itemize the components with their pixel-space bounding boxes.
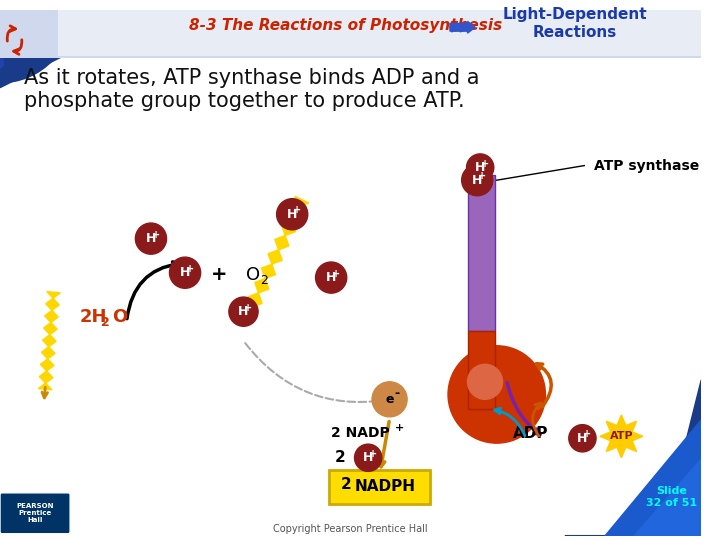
Text: O: O [246,266,261,284]
Text: Light-Dependent
Reactions: Light-Dependent Reactions [503,7,647,39]
Circle shape [354,444,382,471]
Polygon shape [0,10,68,68]
Text: -: - [395,387,400,400]
Text: H: H [180,266,190,279]
Wedge shape [0,0,73,83]
Circle shape [569,424,596,452]
Polygon shape [241,197,309,318]
Text: H: H [577,432,588,445]
Bar [467,331,495,409]
Bar [0,10,701,58]
Text: 2: 2 [101,316,109,329]
Polygon shape [0,10,78,87]
Text: H: H [472,174,482,187]
Text: 2: 2 [260,274,268,287]
Text: O: O [112,308,127,326]
Text: 8-3 The Reactions of Photosynthesis: 8-3 The Reactions of Photosynthesis [189,18,503,33]
Text: H: H [238,305,248,318]
Text: H: H [326,271,336,284]
Text: +: + [481,159,489,168]
FancyBboxPatch shape [329,470,431,503]
Text: H: H [363,451,374,464]
Text: Copyright Pearson Prentice Hall: Copyright Pearson Prentice Hall [274,524,428,534]
Text: ADP: ADP [513,426,549,441]
Circle shape [135,223,166,254]
FancyBboxPatch shape [0,493,70,534]
Circle shape [372,382,407,417]
Text: PEARSON
Prentice
Hall: PEARSON Prentice Hall [17,503,54,523]
Text: ATP: ATP [610,431,633,441]
Text: +: + [186,264,194,274]
Text: 2: 2 [335,450,346,465]
Text: +: + [244,303,253,313]
Polygon shape [600,415,643,458]
Polygon shape [604,419,701,536]
Circle shape [467,364,503,399]
Text: +: + [293,205,301,215]
Circle shape [229,297,258,326]
Circle shape [467,154,494,181]
Text: +: + [395,423,404,433]
Text: H: H [475,161,485,174]
Text: H: H [145,232,156,245]
Bar [58,10,701,57]
Text: +: + [332,269,340,279]
Circle shape [315,262,347,293]
Text: As it rotates, ATP synthase binds ADP and a
phosphate group together to produce : As it rotates, ATP synthase binds ADP an… [24,68,480,111]
Text: +: + [583,429,591,440]
Text: ATP synthase: ATP synthase [594,159,699,173]
Text: Slide
32 of 51: Slide 32 of 51 [647,486,698,508]
Text: 2H: 2H [80,308,107,326]
Text: +: + [152,230,160,240]
Circle shape [462,165,492,196]
Circle shape [169,257,201,288]
Text: 2 NADP: 2 NADP [331,427,390,441]
Text: H: H [287,208,297,221]
Circle shape [448,346,546,443]
Text: e: e [385,393,394,406]
Text: NADPH: NADPH [354,480,415,495]
Text: +: + [369,449,377,459]
Text: +: + [478,171,486,181]
Text: +: + [211,265,228,284]
Circle shape [276,199,307,230]
Polygon shape [38,292,60,390]
FancyArrow shape [450,22,475,33]
Text: 2: 2 [341,477,351,492]
Polygon shape [565,380,701,536]
Bar [467,176,495,331]
Polygon shape [633,458,701,536]
